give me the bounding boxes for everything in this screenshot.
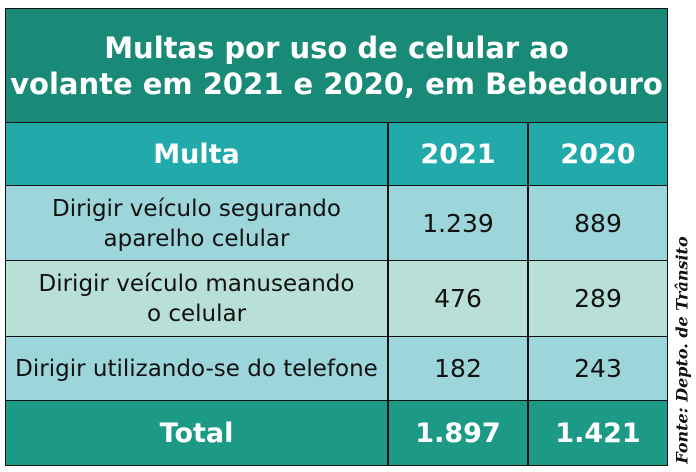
value-cell: 182 <box>388 336 528 402</box>
value-text: 476 <box>434 284 482 313</box>
row-label: Dirigir utilizando-se do telefone <box>5 336 388 402</box>
total-text: 1.421 <box>555 417 641 449</box>
total-text: 1.897 <box>415 417 501 449</box>
label-line: aparelho celular <box>103 225 290 252</box>
value-cell: 243 <box>528 336 668 402</box>
column-header: 2021 <box>388 122 528 186</box>
column-header: Multa <box>5 122 388 186</box>
label-line: Dirigir veículo manuseando <box>38 271 355 297</box>
value-cell: 889 <box>528 185 668 262</box>
title-block: Multas por uso de celular ao volante em 2… <box>5 8 668 124</box>
value-text: 1.239 <box>422 208 494 238</box>
title-line: Multas por uso de celular ao <box>104 31 569 65</box>
title-line: volante em 2021 e 2020, em Bebedouro <box>10 67 663 101</box>
header-text: Multa <box>153 138 240 170</box>
value-cell: 1.239 <box>388 185 528 262</box>
total-cell: 1.421 <box>528 400 668 466</box>
source: Fonte: Depto. de Trânsito <box>672 236 692 464</box>
total-text: Total <box>159 417 234 449</box>
row-label: Dirigir veículo manuseando o celular <box>5 260 388 338</box>
row-label: Dirigir veículo segurando aparelho celula… <box>5 185 388 262</box>
total-cell: Total <box>5 400 388 466</box>
label-line: Dirigir veículo segurando <box>52 195 341 222</box>
value-text: 243 <box>574 354 622 383</box>
value-cell: 476 <box>388 260 528 338</box>
value-text: 289 <box>574 284 622 313</box>
value-text: 889 <box>574 208 622 238</box>
total-cell: 1.897 <box>388 400 528 466</box>
column-header: 2020 <box>528 122 668 186</box>
header-text: 2021 <box>420 138 496 170</box>
value-text: 182 <box>434 354 482 383</box>
label-line: o celular <box>146 301 247 327</box>
value-cell: 289 <box>528 260 668 338</box>
header-text: 2020 <box>560 138 636 170</box>
label-line: Dirigir utilizando-se do telefone <box>15 356 378 382</box>
